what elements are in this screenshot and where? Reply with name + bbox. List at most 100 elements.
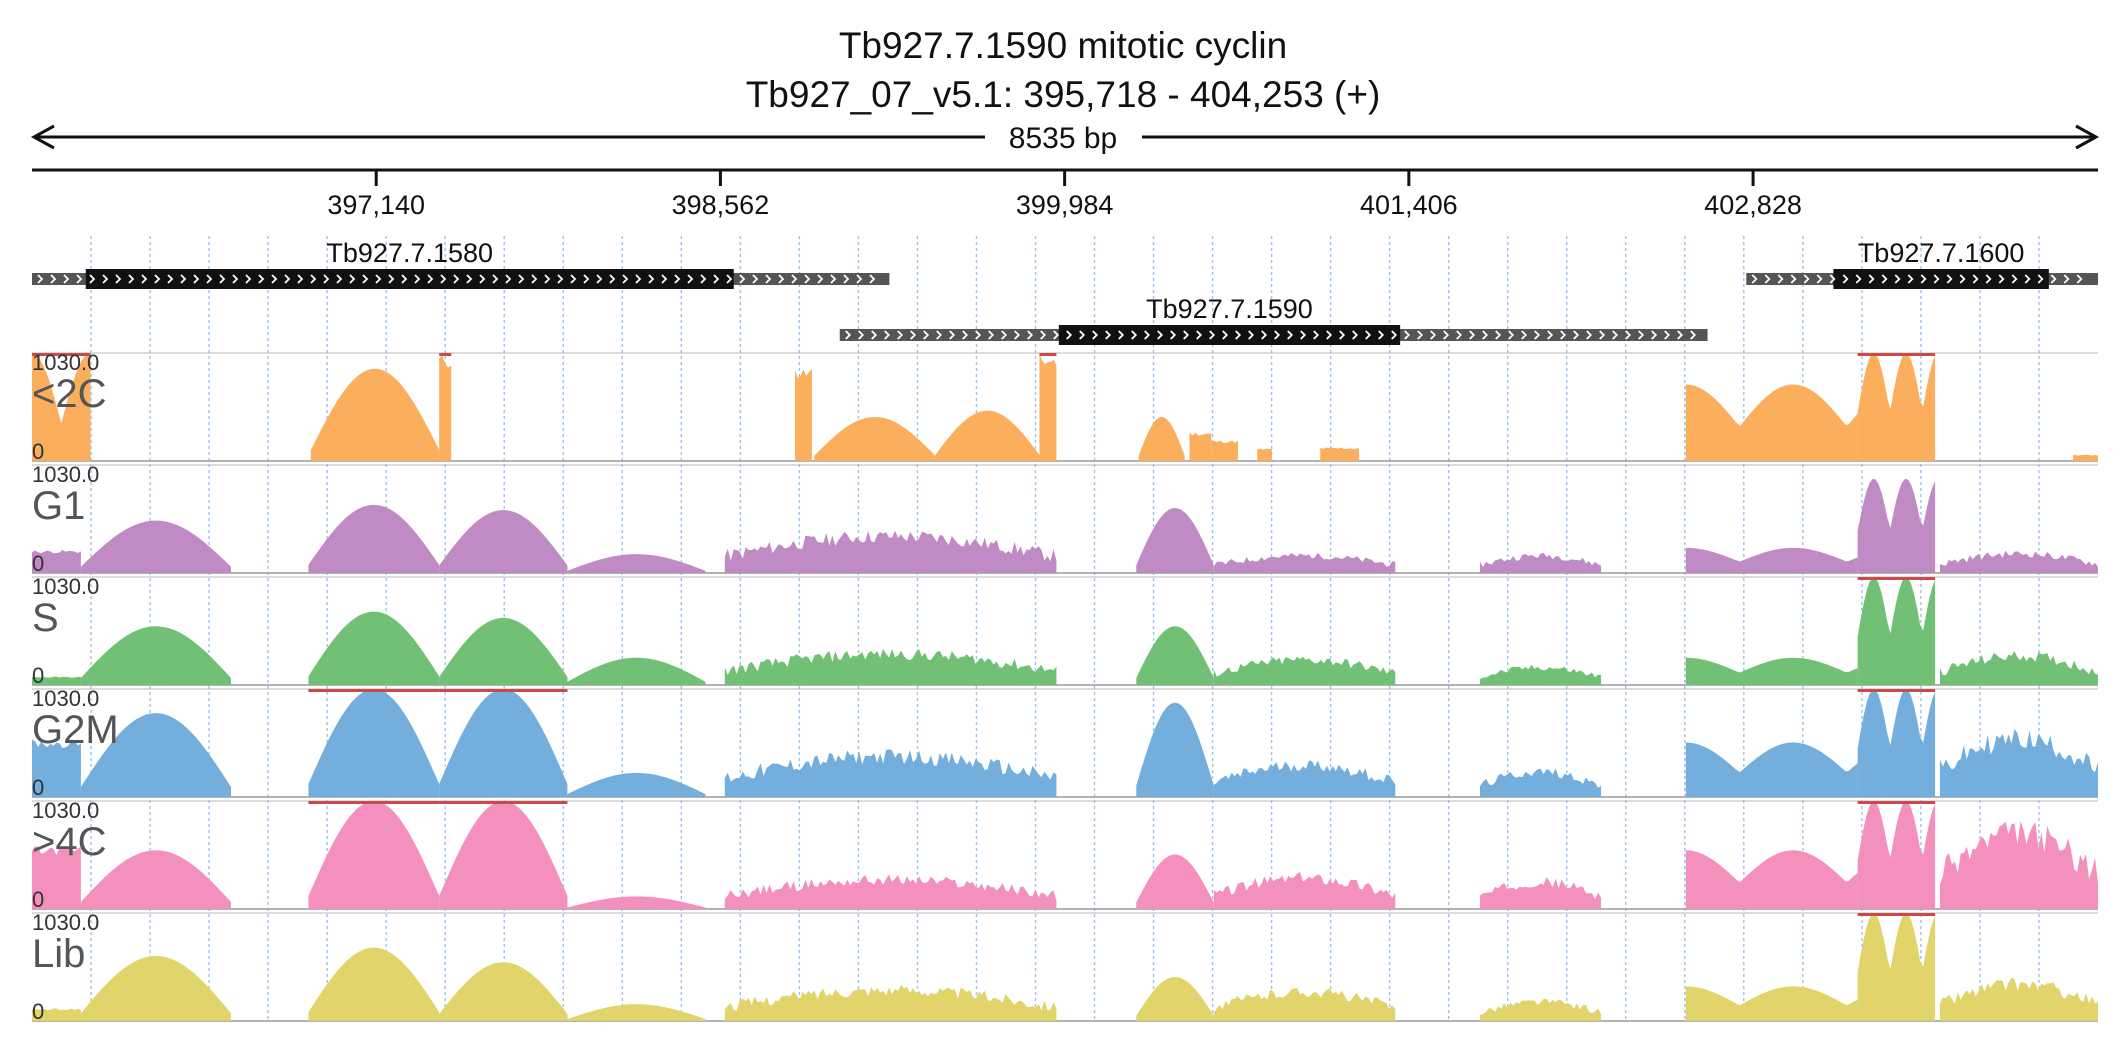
coverage-area xyxy=(439,801,568,909)
coverage-area xyxy=(439,510,568,573)
coverage-segment xyxy=(32,353,91,461)
coverage-area xyxy=(32,846,81,909)
coverage-area xyxy=(1480,877,1602,909)
coverage-area xyxy=(32,353,91,461)
coverage-area xyxy=(1685,657,1858,685)
coverage-area xyxy=(1213,872,1396,909)
coverage-area xyxy=(1857,577,1936,685)
coverage-area xyxy=(1685,384,1858,461)
coverage-segment xyxy=(1136,507,1214,573)
coverage-segment xyxy=(439,689,568,797)
clipped-value-marker xyxy=(308,689,440,692)
track-name: G1 xyxy=(32,484,85,528)
coverage-area xyxy=(1939,977,2098,1021)
coverage-area xyxy=(567,1004,706,1021)
coverage-area xyxy=(1480,998,1602,1021)
coverage-track: 1030.0 0 <2C xyxy=(32,350,2098,464)
coverage-area xyxy=(1939,821,2098,909)
coverage-segment xyxy=(310,368,440,461)
coverage-segment xyxy=(1138,417,1185,461)
clipped-value-marker xyxy=(32,353,91,356)
track-min-label: 0 xyxy=(32,999,44,1024)
coverage-area xyxy=(1685,850,1858,909)
coverage-segment xyxy=(439,353,452,461)
coverage-area xyxy=(1189,432,1212,461)
coverage-area xyxy=(308,689,440,797)
gene-label: Tb927.7.1590 xyxy=(1146,294,1313,324)
coverage-segment xyxy=(1857,689,1936,797)
coverage-area xyxy=(1939,550,2098,573)
coverage-segment xyxy=(1685,850,1858,909)
coverage-segment xyxy=(1480,998,1602,1021)
coverage-area xyxy=(567,554,706,573)
coverage-area xyxy=(935,410,1040,461)
coverage-area xyxy=(80,955,231,1021)
coverage-segment xyxy=(1685,657,1858,685)
chart-title: Tb927.7.1590 mitotic cyclin xyxy=(839,25,1287,66)
coverage-area xyxy=(1257,448,1272,461)
coverage-area xyxy=(1857,801,1936,909)
coverage-segment xyxy=(308,689,440,797)
coverage-area xyxy=(724,984,1057,1021)
coverage-area xyxy=(1213,760,1396,797)
strand-chevron-icon xyxy=(845,330,1697,340)
clipped-value-marker xyxy=(1857,577,1936,580)
coverage-segment xyxy=(439,510,568,573)
coverage-segment xyxy=(567,1004,706,1021)
ruler-tick-label: 397,140 xyxy=(327,190,425,220)
clipped-value-marker xyxy=(439,689,568,692)
track-min-label: 0 xyxy=(32,551,44,576)
track-name: <2C xyxy=(32,372,107,416)
track-max-label: 1030.0 xyxy=(32,574,99,599)
coverage-segment xyxy=(80,850,231,909)
span-arrow-left-icon xyxy=(30,124,55,150)
coverage-segment xyxy=(567,657,706,685)
coverage-segment xyxy=(1939,821,2098,909)
strand-chevron-icon xyxy=(1751,274,2083,284)
coverage-area xyxy=(32,676,81,685)
coverage-segment xyxy=(1480,664,1602,685)
coverage-area xyxy=(1939,728,2098,797)
coverage-segment xyxy=(1939,651,2098,685)
coverage-segment xyxy=(1039,353,1057,461)
coverage-segment xyxy=(80,713,231,797)
coverage-area xyxy=(794,368,812,461)
clipped-value-marker xyxy=(1857,689,1936,692)
coverage-area xyxy=(1857,478,1936,573)
clipped-value-marker xyxy=(308,801,440,804)
clipped-value-marker xyxy=(439,353,452,356)
coverage-segment xyxy=(2073,454,2098,461)
track-name: >4C xyxy=(32,820,107,864)
coverage-segment xyxy=(1213,987,1396,1021)
track-min-label: 0 xyxy=(32,775,44,800)
coverage-area xyxy=(308,947,440,1021)
coverage-segment xyxy=(1857,801,1936,909)
coverage-segment xyxy=(32,550,81,573)
span-indicator: 8535 bp xyxy=(30,122,2100,155)
coverage-segment xyxy=(814,416,936,461)
coverage-area xyxy=(724,874,1057,909)
coverage-segment xyxy=(1480,768,1602,797)
coverage-segment xyxy=(1211,440,1238,461)
ruler-tick-label: 401,406 xyxy=(1360,190,1458,220)
coverage-segment xyxy=(1685,384,1858,461)
coverage-segment xyxy=(80,955,231,1021)
coverage-area xyxy=(567,772,706,797)
coverage-segment xyxy=(80,520,231,573)
coverage-area xyxy=(1857,913,1936,1021)
coverage-segment xyxy=(724,648,1057,685)
coverage-area xyxy=(80,520,231,573)
gene-label: Tb927.7.1580 xyxy=(326,238,493,268)
coverage-area xyxy=(1480,664,1602,685)
track-name: G2M xyxy=(32,708,119,752)
coverage-segment xyxy=(1136,702,1214,797)
coverage-segment xyxy=(1213,552,1396,573)
coverage-segment xyxy=(1685,547,1858,573)
coverage-area xyxy=(439,962,568,1021)
chart-header: Tb927.7.1590 mitotic cyclin Tb927_07_v5.… xyxy=(746,25,1381,115)
track-name: Lib xyxy=(32,932,85,976)
coverage-area xyxy=(439,617,568,685)
clipped-value-marker xyxy=(1857,801,1936,804)
coverage-segment xyxy=(1857,478,1936,573)
coverage-area xyxy=(1685,547,1858,573)
